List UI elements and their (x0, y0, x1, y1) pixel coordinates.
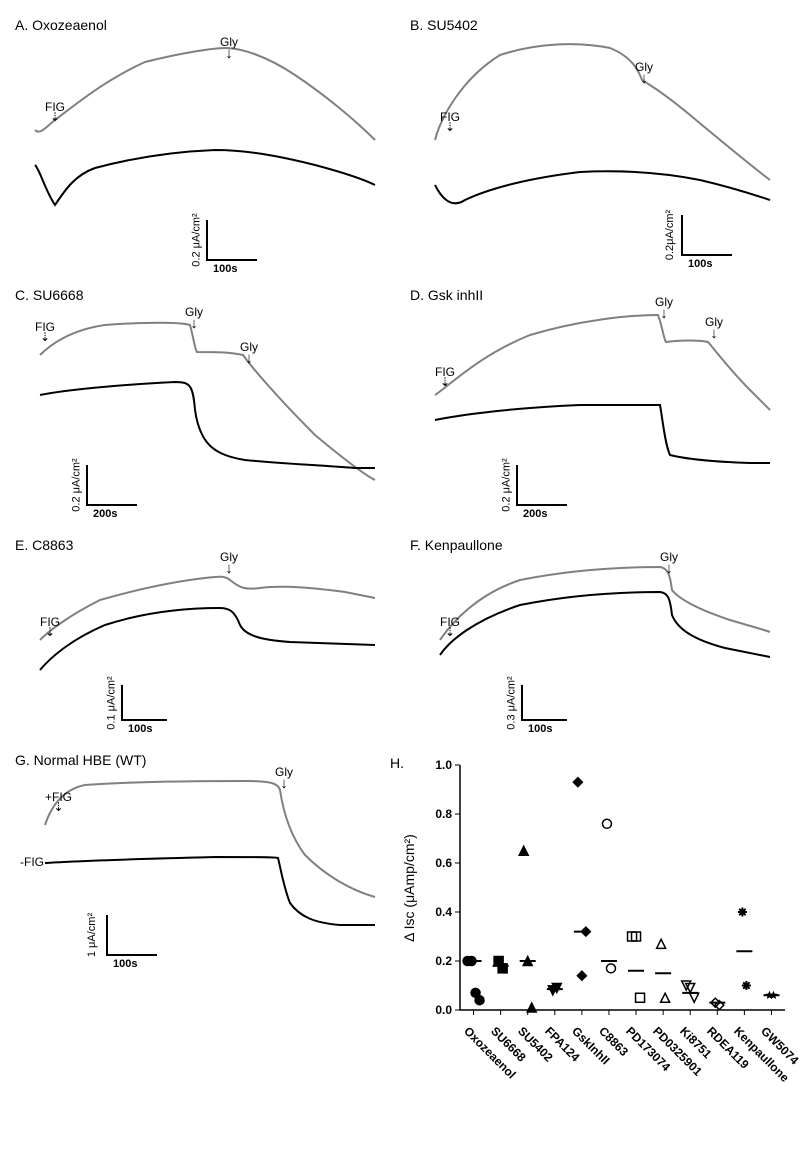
svg-text:0.6: 0.6 (435, 856, 452, 870)
trace-line-0 (435, 44, 770, 180)
trace-line-1 (40, 608, 375, 670)
annotation-fig: FIG⇣ (40, 615, 60, 636)
annotation-fig: FIG⇣ (440, 110, 460, 131)
svg-text:0.8: 0.8 (435, 807, 452, 821)
trace-line-1 (435, 405, 770, 463)
trace-svg (410, 290, 790, 520)
scatter-panel: H.Δ Isc (μAmp/cm²)OxozeaenolSU6668SU5402… (395, 755, 790, 1145)
annotation-gly: Gly↓ (635, 60, 653, 85)
annotation-fig: FIG⇣ (435, 365, 455, 386)
panel-C: C. SU6668FIG⇣Gly↓Gly↓0.2 μA/cm²200s (15, 290, 395, 520)
annotation-gly: Gly↓ (660, 550, 678, 575)
scale-v-label: 0.1 μA/cm² (106, 676, 118, 729)
trace-line-0 (40, 323, 375, 480)
annotation--fig: -FIG (20, 855, 44, 869)
scale-h-label: 100s (113, 958, 137, 970)
scale-h-label: 200s (93, 508, 117, 520)
trace-line-1 (440, 592, 770, 657)
scale-v-label: 0.2 μA/cm² (71, 458, 83, 511)
annotation-gly: Gly↓ (655, 295, 673, 320)
trace-line-0 (35, 48, 375, 140)
annotation-+fig: +FIG⇣ (45, 790, 72, 811)
trace-svg (410, 540, 790, 735)
scale-v-label: 0.3 μA/cm² (506, 676, 518, 729)
scatter-svg: 0.0 0.2 0.4 0.6 0.8 1.0 (395, 755, 790, 1145)
annotation-gly: Gly↓ (240, 340, 258, 365)
trace-svg (15, 755, 395, 965)
annotation-fig: FIG⇣ (440, 615, 460, 636)
scale-h-label: 100s (688, 258, 712, 270)
annotation-fig: FIG⇣ (45, 100, 65, 121)
annotation-fig: FIG⇣ (35, 320, 55, 341)
panel-A: A. OxozeaenolFIG⇣Gly↓0.2 μA/cm²100s (15, 20, 395, 270)
panel-F: F. KenpaulloneFIG⇣Gly↓0.3 μA/cm²100s (410, 540, 790, 735)
scale-v-label: 0.2 μA/cm² (501, 458, 513, 511)
svg-text:0.4: 0.4 (435, 905, 452, 919)
annotation-gly: Gly↓ (705, 315, 723, 340)
annotation-gly: Gly↓ (220, 550, 238, 575)
panel-E: E. C8863FIG⇣Gly↓0.1 μA/cm²100s (15, 540, 395, 735)
panel-G: G. Normal HBE (WT)+FIG⇣Gly↓-FIG1 μA/cm²1… (15, 755, 395, 965)
panel-D: D. Gsk inhIIFIG⇣Gly↓Gly↓0.2 μA/cm²200s (410, 290, 790, 520)
trace-line-1 (40, 382, 375, 468)
svg-text:0.2: 0.2 (435, 954, 452, 968)
scale-v-label: 1 μA/cm² (86, 913, 98, 957)
annotation-gly: Gly↓ (220, 35, 238, 60)
trace-svg (15, 540, 395, 735)
trace-line-1 (435, 171, 770, 203)
svg-text:1.0: 1.0 (435, 758, 452, 772)
trace-line-0 (440, 567, 770, 640)
annotation-gly: Gly↓ (185, 305, 203, 330)
panel-B: B. SU5402FIG⇣Gly↓0.2μA/cm²100s (410, 20, 790, 270)
scale-v-label: 0.2 μA/cm² (191, 213, 203, 266)
scale-h-label: 100s (128, 723, 152, 735)
trace-line-0 (45, 781, 375, 897)
scale-h-label: 200s (523, 508, 547, 520)
scale-h-label: 100s (528, 723, 552, 735)
scale-v-label: 0.2μA/cm² (664, 210, 676, 260)
svg-text:0.0: 0.0 (435, 1003, 452, 1017)
annotation-gly: Gly↓ (275, 765, 293, 790)
trace-line-1 (35, 150, 375, 205)
scale-h-label: 100s (213, 263, 237, 275)
